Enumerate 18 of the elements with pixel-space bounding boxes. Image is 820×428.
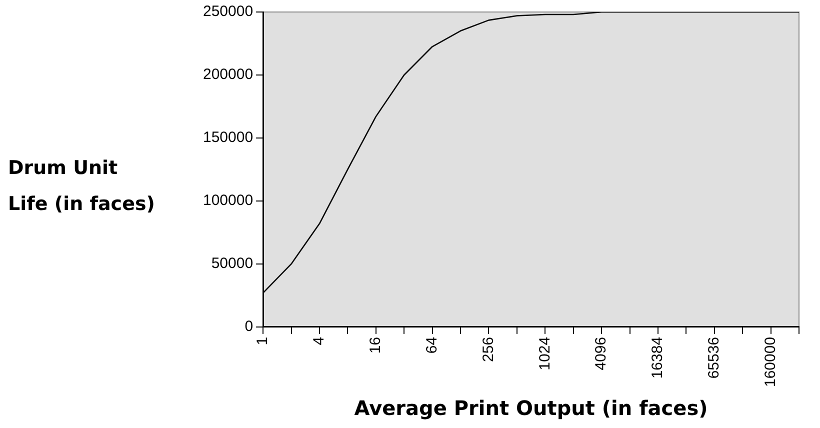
x-tick-label: 1024 xyxy=(536,336,554,370)
x-tick-label: 160000 xyxy=(762,336,779,388)
y-tick-label: 150000 xyxy=(202,129,254,146)
y-tick-label: 50000 xyxy=(211,255,254,272)
x-tick-label: 256 xyxy=(480,336,497,362)
y-axis-title: Drum Unit Life (in faces) xyxy=(8,156,156,217)
x-tick-label: 4 xyxy=(310,336,328,346)
x-tick-label: 4096 xyxy=(592,336,610,370)
x-tick-label: 65536 xyxy=(706,336,723,379)
y-tick-label: 100000 xyxy=(202,192,254,210)
y-tick-label: 250000 xyxy=(202,3,254,20)
x-tick-label: 64 xyxy=(423,336,440,354)
x-axis-title: Average Print Output (in faces) xyxy=(354,396,708,420)
x-tick-label: 1 xyxy=(254,336,272,346)
y-tick-label: 0 xyxy=(244,318,254,336)
y-tick-label: 200000 xyxy=(202,66,254,84)
x-tick-label: 16 xyxy=(367,336,384,354)
x-tick-label: 16384 xyxy=(649,336,666,379)
